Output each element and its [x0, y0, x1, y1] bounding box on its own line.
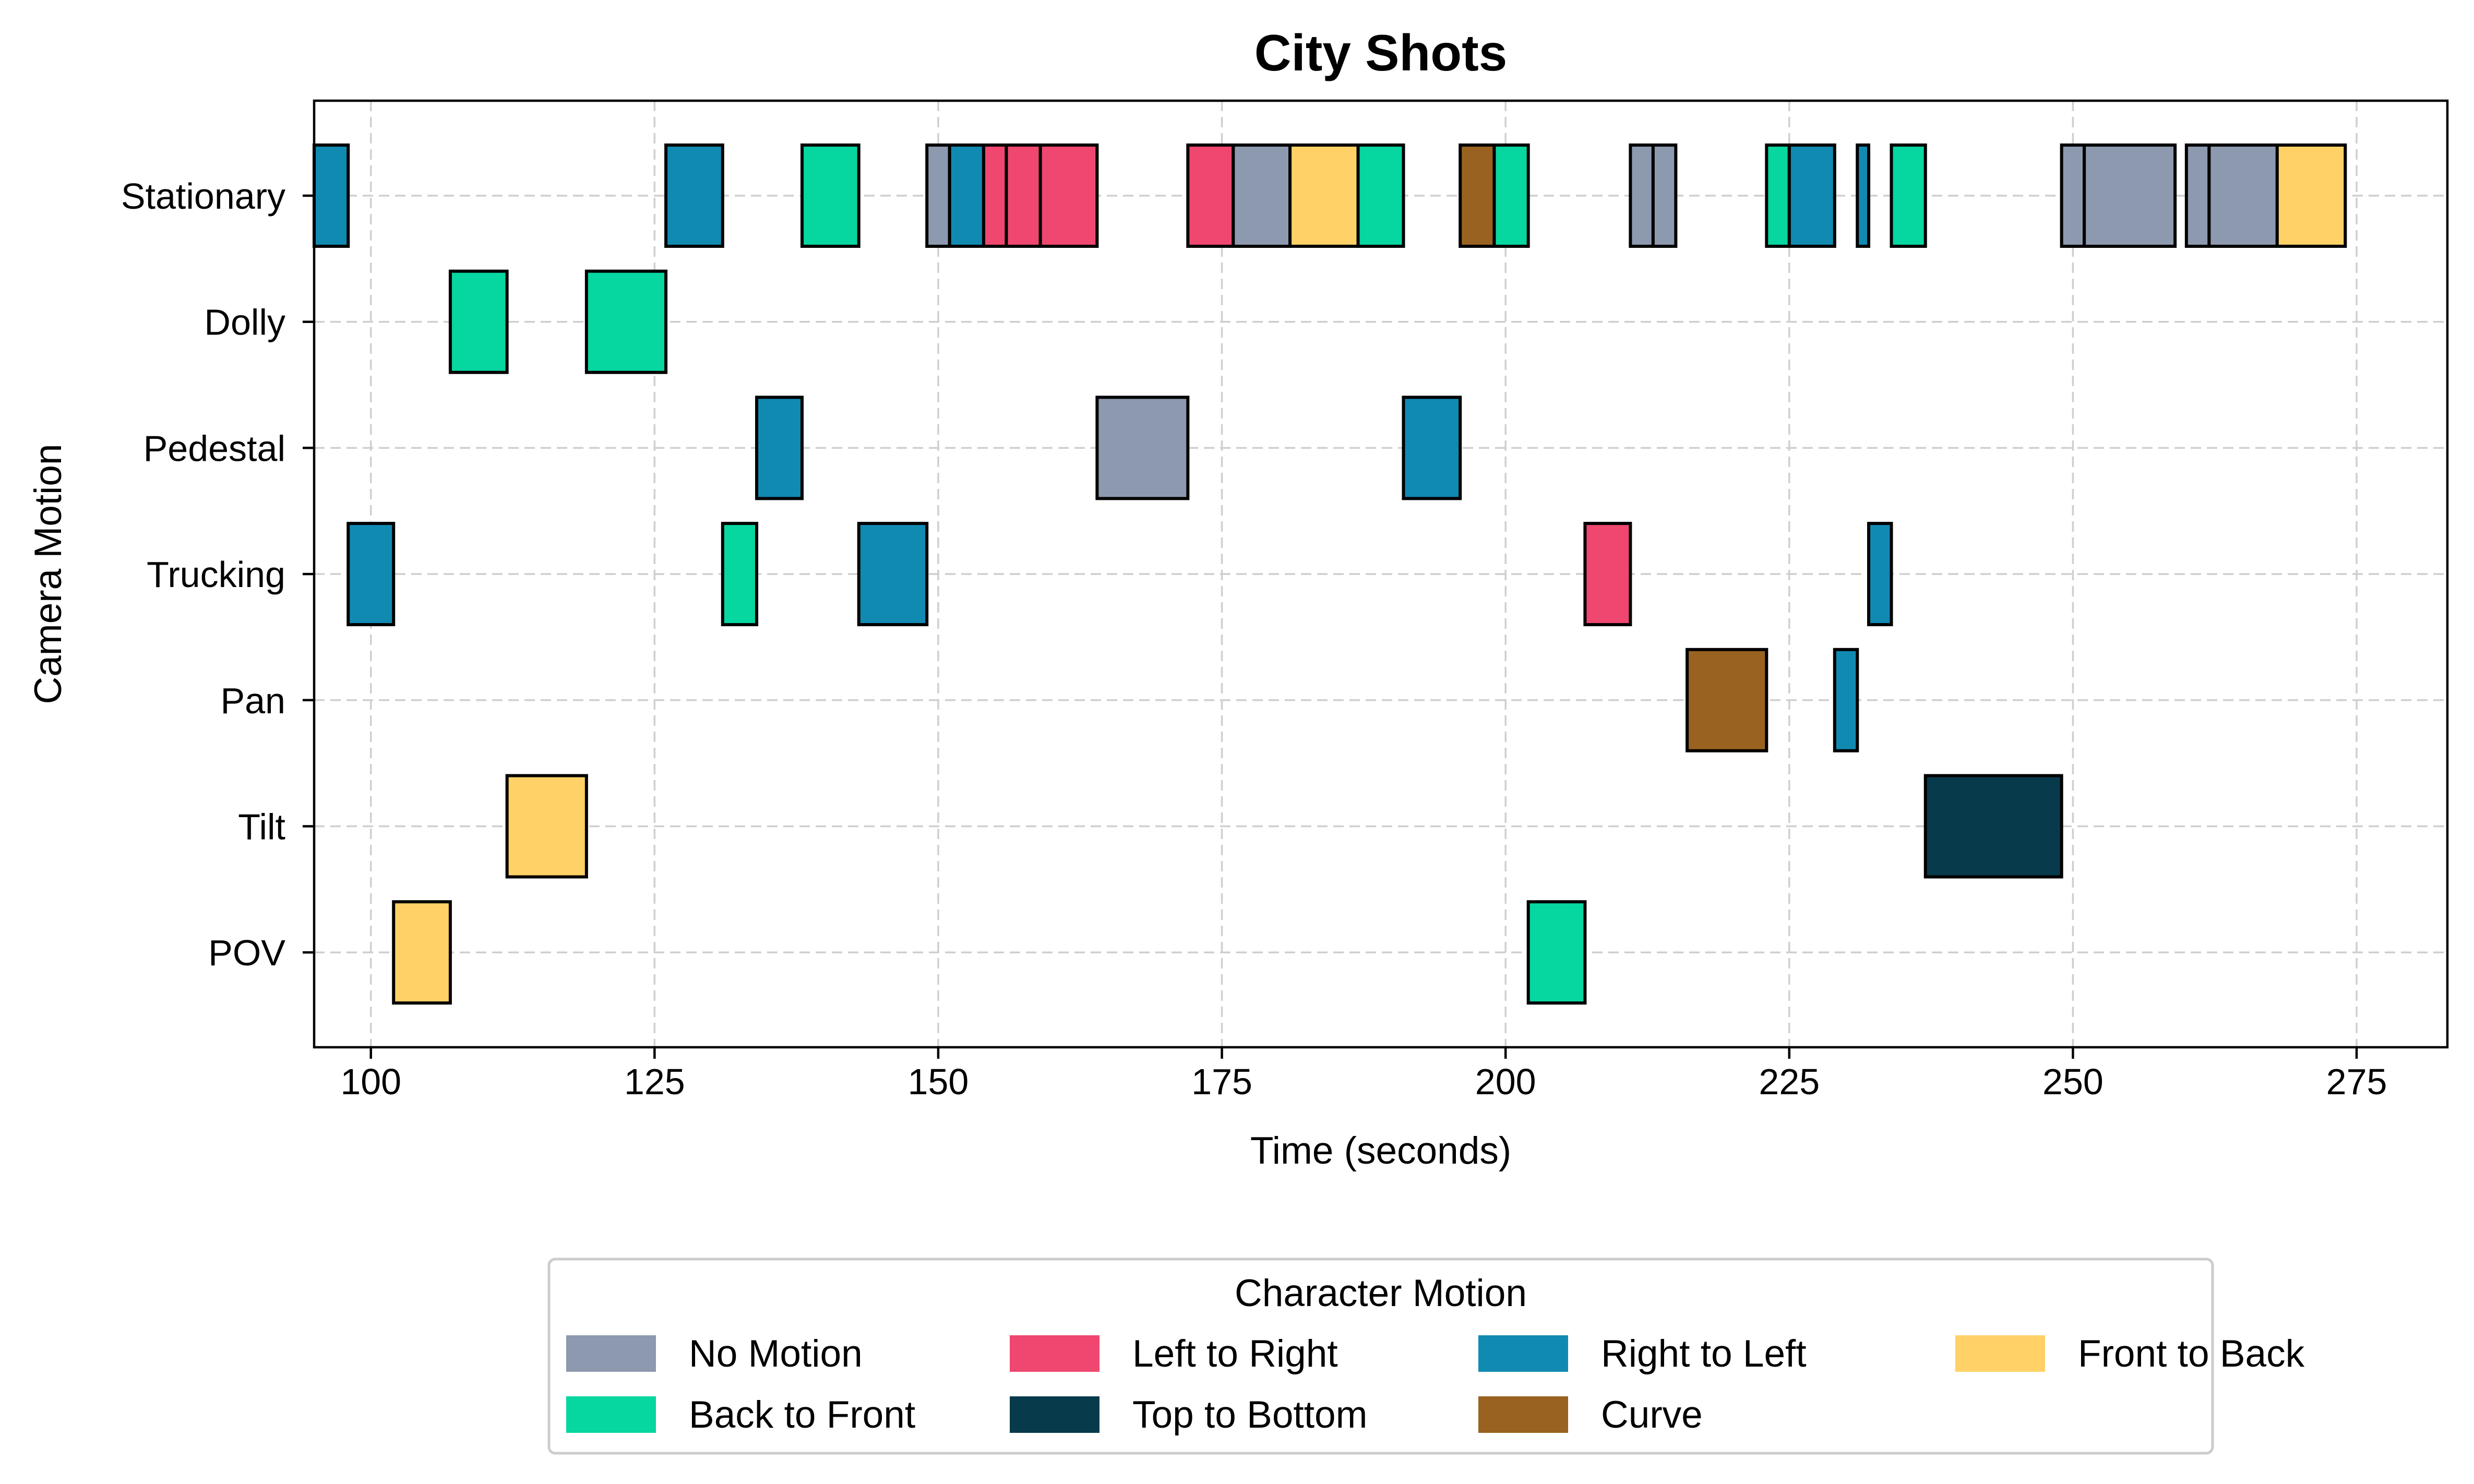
shot-bar-dolly: [448, 269, 509, 374]
y-axis-label: Camera Motion: [27, 444, 69, 704]
shot-bar-pan: [1686, 648, 1768, 752]
shot-bar-stationary: [1356, 143, 1405, 248]
shot-bar-dolly: [584, 269, 668, 374]
legend-title: Character Motion: [1235, 1272, 1527, 1314]
shot-bar-pov: [1526, 900, 1587, 1005]
shot-bar-stationary: [1459, 143, 1496, 248]
legend-swatch-no-motion: [566, 1335, 656, 1372]
shot-bar-stationary: [1890, 143, 1927, 248]
shot-bar-pedestal: [1402, 396, 1462, 500]
shot-bar-trucking: [346, 522, 396, 627]
shot-bar-stationary: [1038, 143, 1099, 248]
shot-bar-tilt: [1923, 774, 2063, 879]
shot-bar-stationary: [664, 143, 724, 248]
x-tick-label: 200: [1475, 1061, 1536, 1102]
y-tick-label-stationary: Stationary: [121, 176, 285, 217]
shot-bar-pov: [392, 900, 452, 1005]
chart-title: City Shots: [1254, 24, 1508, 81]
y-tick-label-pedestal: Pedestal: [144, 428, 285, 469]
shot-bar-stationary: [1005, 143, 1042, 248]
shot-bar-stationary: [1651, 143, 1678, 248]
shot-bar-stationary: [1492, 143, 1530, 248]
shot-bar-tilt: [505, 774, 588, 879]
legend-label-top-to-bottom: Top to Bottom: [1132, 1394, 1367, 1436]
legend-label-right-to-left: Right to Left: [1601, 1333, 1807, 1375]
x-tick-label: 275: [2326, 1061, 2387, 1102]
shot-bar-trucking: [1867, 522, 1893, 627]
x-tick-label: 225: [1759, 1061, 1820, 1102]
legend: Character Motion No Motion Left to Right R…: [547, 1258, 2305, 1455]
shot-bars: [313, 143, 2347, 1005]
shot-bar-trucking: [857, 522, 929, 627]
x-tick-label: 100: [340, 1061, 401, 1102]
legend-label-curve: Curve: [1601, 1394, 1703, 1436]
shot-bar-stationary: [2207, 143, 2279, 248]
shot-bar-stationary: [948, 143, 985, 248]
x-axis-label: Time (seconds): [1250, 1130, 1511, 1172]
x-tick-label: 250: [2042, 1061, 2104, 1102]
x-tick-label: 125: [624, 1061, 685, 1102]
legend-swatch-front-to-back: [1955, 1335, 2045, 1372]
shot-bar-trucking: [1583, 522, 1632, 627]
x-tick-label: 175: [1191, 1061, 1252, 1102]
y-tick-label-trucking: Trucking: [147, 554, 285, 595]
shot-bar-stationary: [1232, 143, 1292, 248]
shot-bar-stationary: [1787, 143, 1836, 248]
shot-bar-stationary: [1186, 143, 1235, 248]
y-tick-label-pov: POV: [208, 932, 285, 973]
shot-bar-stationary: [800, 143, 860, 248]
y-tick-label-pan: Pan: [220, 680, 285, 721]
legend-swatch-right-to-left: [1478, 1335, 1568, 1372]
legend-swatch-top-to-bottom: [1010, 1396, 1099, 1433]
shot-bar-stationary: [1856, 143, 1871, 248]
legend-label-no-motion: No Motion: [689, 1333, 863, 1375]
shot-bar-stationary: [982, 143, 1008, 248]
legend-label-back-to-front: Back to Front: [689, 1394, 915, 1436]
shot-bar-stationary: [2083, 143, 2177, 248]
shot-bar-trucking: [721, 522, 759, 627]
shot-bar-stationary: [2184, 143, 2211, 248]
legend-swatch-back-to-front: [566, 1396, 656, 1433]
axis-ticks: 100 125 150 175 200 225 250 275 Stationary Dolly P…: [121, 176, 2387, 1102]
legend-label-front-to-back: Front to Back: [2078, 1333, 2305, 1375]
shot-bar-stationary: [1288, 143, 1360, 248]
shot-bar-stationary: [1629, 143, 1655, 248]
legend-box: [547, 1258, 2214, 1455]
shot-bar-stationary: [1765, 143, 1791, 248]
y-tick-label-tilt: Tilt: [238, 807, 285, 847]
x-tick-label: 150: [908, 1061, 969, 1102]
y-tick-label-dolly: Dolly: [204, 302, 285, 343]
shot-bar-stationary: [2275, 143, 2347, 248]
shot-bar-pedestal: [1095, 396, 1190, 500]
legend-entries: No Motion Left to Right Right to Left Front…: [566, 1333, 2305, 1436]
legend-swatch-curve: [1478, 1396, 1568, 1433]
shot-bar-pedestal: [755, 396, 804, 500]
legend-swatch-left-to-right: [1010, 1335, 1099, 1372]
legend-label-left-to-right: Left to Right: [1132, 1333, 1338, 1375]
shot-bar-stationary: [925, 143, 951, 248]
shot-bar-stationary: [313, 143, 350, 248]
shot-bar-stationary: [2060, 143, 2086, 248]
shot-bar-pan: [1833, 648, 1859, 752]
